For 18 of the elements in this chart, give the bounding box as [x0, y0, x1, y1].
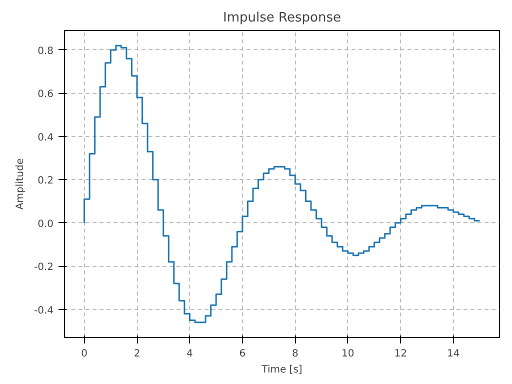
y-axis-title: Amplitude — [14, 158, 26, 210]
x-tick-label: 8 — [292, 348, 298, 360]
y-tick-label: 0.4 — [38, 132, 54, 144]
x-tick-label: 4 — [186, 348, 193, 360]
y-tick-label: 0.0 — [38, 218, 54, 230]
x-tick-label: 10 — [342, 348, 354, 360]
x-tick-label: 12 — [394, 348, 408, 360]
x-tick-label: 14 — [447, 348, 460, 360]
x-tick-label: 2 — [134, 348, 140, 360]
x-axis-title: Time [s] — [260, 364, 302, 376]
chart-title: Impulse Response — [223, 10, 341, 26]
y-tick-label: 0.2 — [38, 176, 54, 187]
x-tick-label: 0 — [81, 348, 88, 360]
y-tick-label: -0.4 — [34, 305, 54, 316]
y-tick-label: 0.8 — [38, 46, 54, 57]
x-tick-label: 6 — [239, 348, 246, 360]
y-tick-label: 0.6 — [38, 89, 54, 100]
y-tick-label: -0.2 — [34, 262, 54, 274]
